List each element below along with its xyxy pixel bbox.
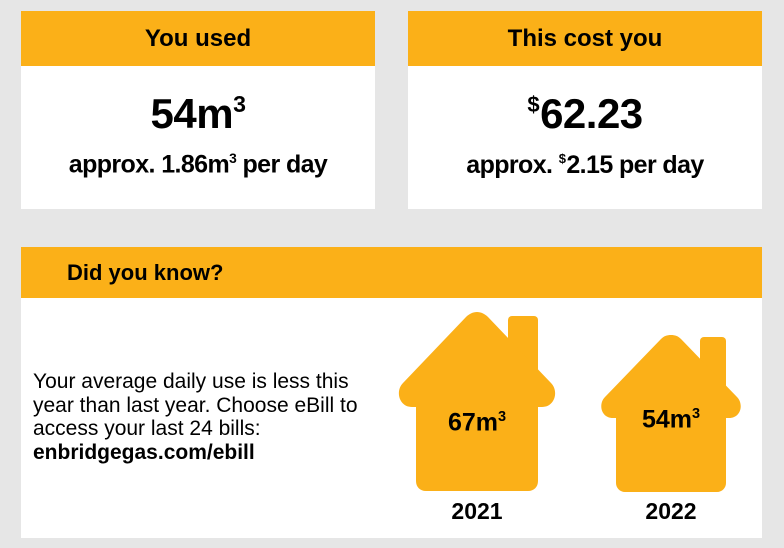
- year-label: 2022: [645, 498, 697, 524]
- usage-header: You used: [21, 11, 375, 66]
- cost-value: $62.23: [527, 90, 643, 137]
- ebill-link[interactable]: enbridgegas.com/ebill: [33, 440, 255, 464]
- house-2021: 67m3 2021: [393, 309, 561, 524]
- did-you-know-body: Your average daily use is less this year…: [33, 370, 358, 440]
- house-value: 67m3: [447, 408, 507, 437]
- year-label: 2021: [451, 498, 503, 524]
- did-you-know-card: Did you know? Your average daily use is …: [21, 247, 762, 538]
- did-you-know-text: Your average daily use is less this year…: [33, 370, 393, 464]
- did-you-know-header: Did you know?: [21, 247, 762, 298]
- house-2022: 54m3 2022: [595, 331, 747, 524]
- cost-card: This cost you $62.23 approx. $2.15 per d…: [408, 11, 762, 209]
- usage-daily: approx. 1.86m3 per day: [68, 150, 328, 179]
- cost-daily: approx. $2.15 per day: [466, 151, 704, 179]
- cost-header: This cost you: [408, 11, 762, 66]
- currency-symbol: $: [527, 92, 540, 117]
- usage-card: You used 54m3 approx. 1.86m3 per day: [21, 11, 375, 209]
- house-icon: [601, 335, 741, 492]
- house-icon: [398, 312, 556, 491]
- house-value: 54m3: [641, 405, 701, 434]
- usage-value: 54m3: [150, 90, 246, 138]
